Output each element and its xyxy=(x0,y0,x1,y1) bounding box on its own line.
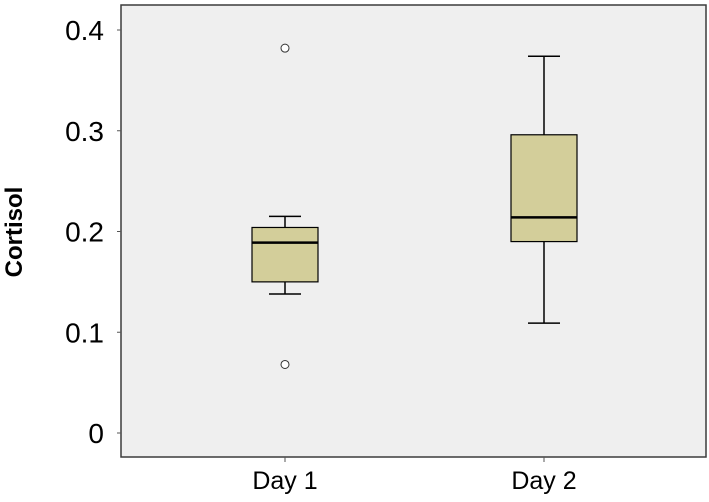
x-tick-label: Day 1 xyxy=(252,467,317,495)
y-tick-label: 0.1 xyxy=(65,317,104,348)
y-axis: 0 0.1 0.2 0.3 0.4 xyxy=(65,15,121,449)
y-tick-label: 0.4 xyxy=(65,15,104,46)
box-1 xyxy=(251,43,319,369)
x-axis: Day 1 Day 2 xyxy=(252,457,577,495)
y-tick-label: 0 xyxy=(88,418,104,449)
outlier-point xyxy=(280,359,290,369)
plot-area xyxy=(120,4,707,458)
x-tick-label: Day 2 xyxy=(511,467,576,495)
box-series xyxy=(251,43,578,369)
interquartile-box xyxy=(510,134,578,243)
outlier-point xyxy=(280,43,290,53)
y-axis-label: Cortisol xyxy=(1,187,28,278)
interquartile-box xyxy=(251,226,319,283)
box-2 xyxy=(510,55,578,324)
y-tick-label: 0.2 xyxy=(65,217,104,248)
y-tick-label: 0.3 xyxy=(65,116,104,147)
